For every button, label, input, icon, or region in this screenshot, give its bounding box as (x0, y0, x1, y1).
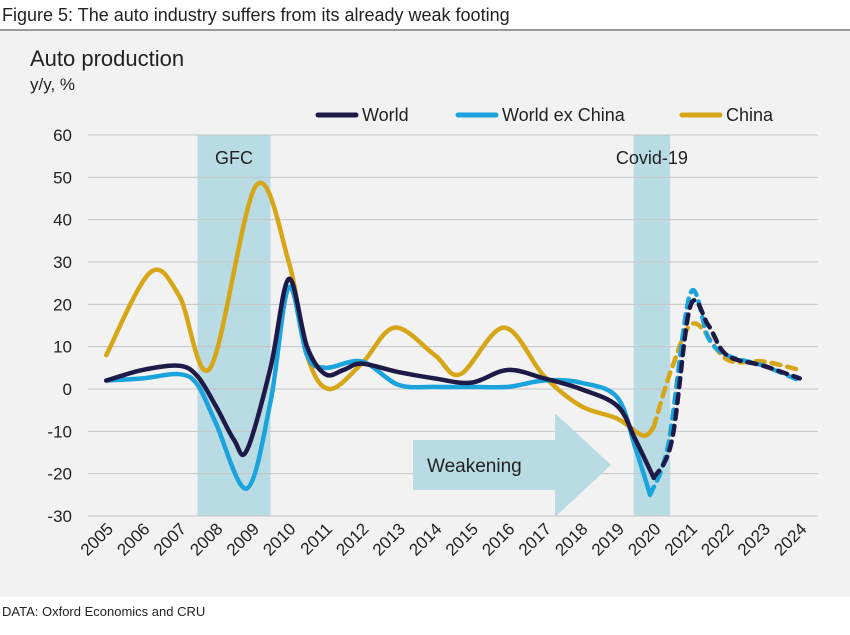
legend-label: China (726, 105, 774, 125)
legend-label: World (362, 105, 409, 125)
y-tick-label: -30 (47, 507, 72, 526)
annotation-label: Weakening (427, 456, 522, 477)
y-tick-label: 30 (53, 253, 72, 272)
y-tick-label: -20 (47, 465, 72, 484)
annotation-arrow (413, 413, 611, 517)
legend-label: World ex China (502, 105, 626, 125)
series-line-forecast (651, 297, 802, 481)
y-tick-label: -10 (47, 422, 72, 441)
y-tick-label: 60 (53, 126, 72, 145)
y-tick-label: 0 (63, 380, 72, 399)
y-tick-label: 40 (53, 211, 72, 230)
chart-panel (0, 31, 850, 597)
series-line (104, 284, 653, 498)
y-tick-label: 10 (53, 338, 72, 357)
series-line (104, 276, 656, 481)
band-label: Covid-19 (616, 148, 688, 168)
series-line (104, 180, 656, 438)
y-axis-label: y/y, % (30, 75, 75, 94)
y-tick-label: 20 (53, 295, 72, 314)
band-label: GFC (215, 148, 253, 168)
figure-title: Figure 5: The auto industry suffers from… (2, 5, 510, 25)
source: DATA: Oxford Economics and CRU (2, 604, 205, 619)
chart-title: Auto production (30, 46, 184, 71)
y-tick-label: 50 (53, 168, 72, 187)
